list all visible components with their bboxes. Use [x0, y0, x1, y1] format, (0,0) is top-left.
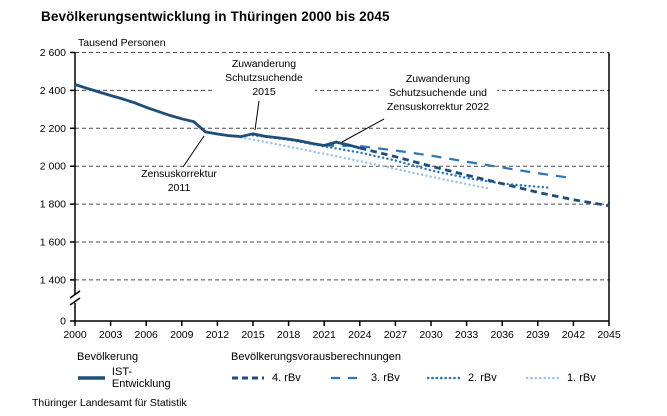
legend-label-ist: IST-Entwicklung [111, 366, 171, 390]
svg-text:2027: 2027 [384, 329, 408, 341]
source-footer: Thüringer Landesamt für Statistik [32, 397, 187, 409]
svg-text:1 800: 1 800 [40, 199, 66, 211]
legend-label-4rbv: 4. rBv [272, 372, 301, 384]
series-1-rbv [239, 136, 492, 190]
legend-group-vorausberechnungen: Bevölkerungsvorausberechnungen 4. rBv 3.… [231, 351, 642, 384]
legend-swatch-2rbv-line [427, 376, 461, 380]
legend-swatch-4rbv-line [232, 376, 264, 380]
series-4-rbv [359, 146, 610, 208]
legend: Bevölkerung IST-Entwicklung Bevölkerungs… [77, 351, 642, 391]
legend-label-2rbv: 2. rBv [468, 372, 497, 384]
svg-text:2 000: 2 000 [40, 161, 66, 173]
svg-text:2030: 2030 [419, 329, 443, 341]
svg-text:1 400: 1 400 [40, 274, 66, 286]
annotation-zensuskorrektur-2011: Zensuskorrektur 2011 [131, 167, 227, 195]
legend-header-bevoelkerung: Bevölkerung [77, 351, 139, 363]
svg-text:2039: 2039 [526, 329, 550, 341]
svg-text:2015: 2015 [241, 329, 265, 341]
svg-text:2 600: 2 600 [40, 47, 66, 59]
legend-swatch-ist-line [78, 376, 105, 380]
svg-text:2000: 2000 [63, 329, 87, 341]
series-2-rbv [251, 134, 551, 189]
series-ist-entwicklung [74, 83, 361, 150]
svg-text:2018: 2018 [277, 329, 301, 341]
svg-text:1 600: 1 600 [40, 237, 66, 249]
annotation-zuwanderung-schutzsuchende-2015: Zuwanderung Schutzsuchende 2015 [213, 57, 315, 99]
svg-text:0: 0 [60, 316, 66, 328]
svg-text:2003: 2003 [99, 329, 123, 341]
legend-header-vorausberechnungen: Bevölkerungsvorausberechnungen [231, 351, 402, 363]
legend-item-2rbv: 2. rBv [427, 370, 497, 386]
series-3-rbv [324, 144, 574, 180]
legend-item-ist-entwicklung: IST-Entwicklung [77, 366, 177, 390]
svg-text:2033: 2033 [455, 329, 479, 341]
legend-swatch-3rbv-line [331, 376, 363, 380]
svg-text:2009: 2009 [170, 329, 194, 341]
legend-swatch-1rbv-line [526, 376, 560, 380]
svg-text:2045: 2045 [597, 329, 621, 341]
annotation-zuwanderung-zensuskorrektur-2022: Zuwanderung Schutzsuchende und Zensuskor… [379, 72, 497, 114]
y-axis-title: Tausend Personen [78, 37, 166, 49]
svg-text:2012: 2012 [206, 329, 230, 341]
legend-group-bevoelkerung: Bevölkerung IST-Entwicklung [77, 351, 171, 390]
svg-text:2036: 2036 [491, 329, 515, 341]
svg-text:2 200: 2 200 [40, 123, 66, 135]
legend-item-1rbv: 1. rBv [526, 370, 596, 386]
svg-text:2042: 2042 [562, 329, 586, 341]
legend-item-4rbv: 4. rBv [231, 370, 301, 386]
svg-text:2 400: 2 400 [40, 85, 66, 97]
svg-text:2006: 2006 [135, 329, 159, 341]
svg-text:2024: 2024 [348, 329, 372, 341]
legend-label-3rbv: 3. rBv [371, 372, 400, 384]
legend-item-3rbv: 3. rBv [330, 370, 400, 386]
svg-text:2021: 2021 [313, 329, 337, 341]
legend-label-1rbv: 1. rBv [567, 372, 596, 384]
page-title: Bevölkerungsentwicklung in Thüringen 200… [41, 9, 390, 24]
